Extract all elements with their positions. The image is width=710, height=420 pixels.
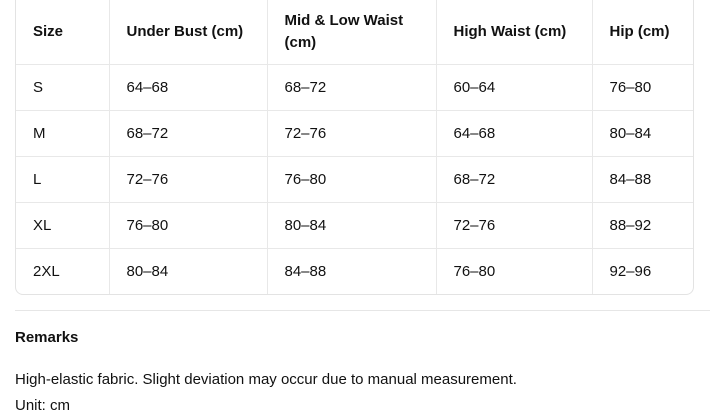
table-row: L 72–76 76–80 68–72 84–88 [16, 156, 693, 203]
table-cell: 72–76 [109, 156, 268, 203]
table-cell: 2XL [16, 248, 110, 294]
table-cell: S [16, 64, 110, 111]
table-cell: 68–72 [436, 156, 593, 203]
size-table: Size Under Bust (cm) Mid & Low Waist (cm) H… [16, 0, 693, 294]
header-cell: Mid & Low Waist (cm) [267, 0, 437, 65]
table-cell: 64–68 [109, 64, 268, 111]
table-cell: M [16, 110, 110, 157]
header-cell: Hip (cm) [592, 0, 693, 65]
header-cell: Size [16, 0, 110, 65]
table-cell: 72–76 [267, 110, 437, 157]
table-cell: 68–72 [109, 110, 268, 157]
table-cell: 72–76 [436, 202, 593, 249]
table-cell: 76–80 [267, 156, 437, 203]
table-cell: 84–88 [267, 248, 437, 294]
table-cell: 80–84 [109, 248, 268, 294]
table-cell: 68–72 [267, 64, 437, 111]
table-row: S 64–68 68–72 60–64 76–80 [16, 64, 693, 111]
remarks-line: High-elastic fabric. Slight deviation ma… [15, 371, 517, 388]
header-cell: Under Bust (cm) [109, 0, 268, 65]
table-row: M 68–72 72–76 64–68 80–84 [16, 110, 693, 157]
separator [15, 310, 710, 311]
size-table-container: Size Under Bust (cm) Mid & Low Waist (cm) H… [15, 0, 694, 295]
table-cell: 80–84 [267, 202, 437, 249]
table-cell: 80–84 [592, 110, 693, 157]
table-row: XL 76–80 80–84 72–76 88–92 [16, 202, 693, 249]
header-row: Size Under Bust (cm) Mid & Low Waist (cm) H… [16, 0, 693, 65]
table-row: 2XL 80–84 84–88 76–80 92–96 [16, 248, 693, 294]
remarks-title: Remarks [15, 329, 79, 346]
table-cell: XL [16, 202, 110, 249]
table-cell: 76–80 [592, 64, 693, 111]
table-cell: 76–80 [109, 202, 268, 249]
table-cell: 64–68 [436, 110, 593, 157]
table-cell: 88–92 [592, 202, 693, 249]
table-cell: 92–96 [609, 263, 652, 280]
header-cell: High Waist (cm) [436, 0, 593, 65]
remarks-line: Unit: cm [15, 397, 71, 414]
table-body: S 64–68 68–72 60–64 76–80 M 68–72 72–76 64–68 80–… [16, 64, 693, 294]
table-cell: 84–88 [592, 156, 693, 203]
table-cell: L [16, 156, 110, 203]
table-cell: 60–64 [436, 64, 593, 111]
table-cell: 76–80 [436, 248, 593, 294]
